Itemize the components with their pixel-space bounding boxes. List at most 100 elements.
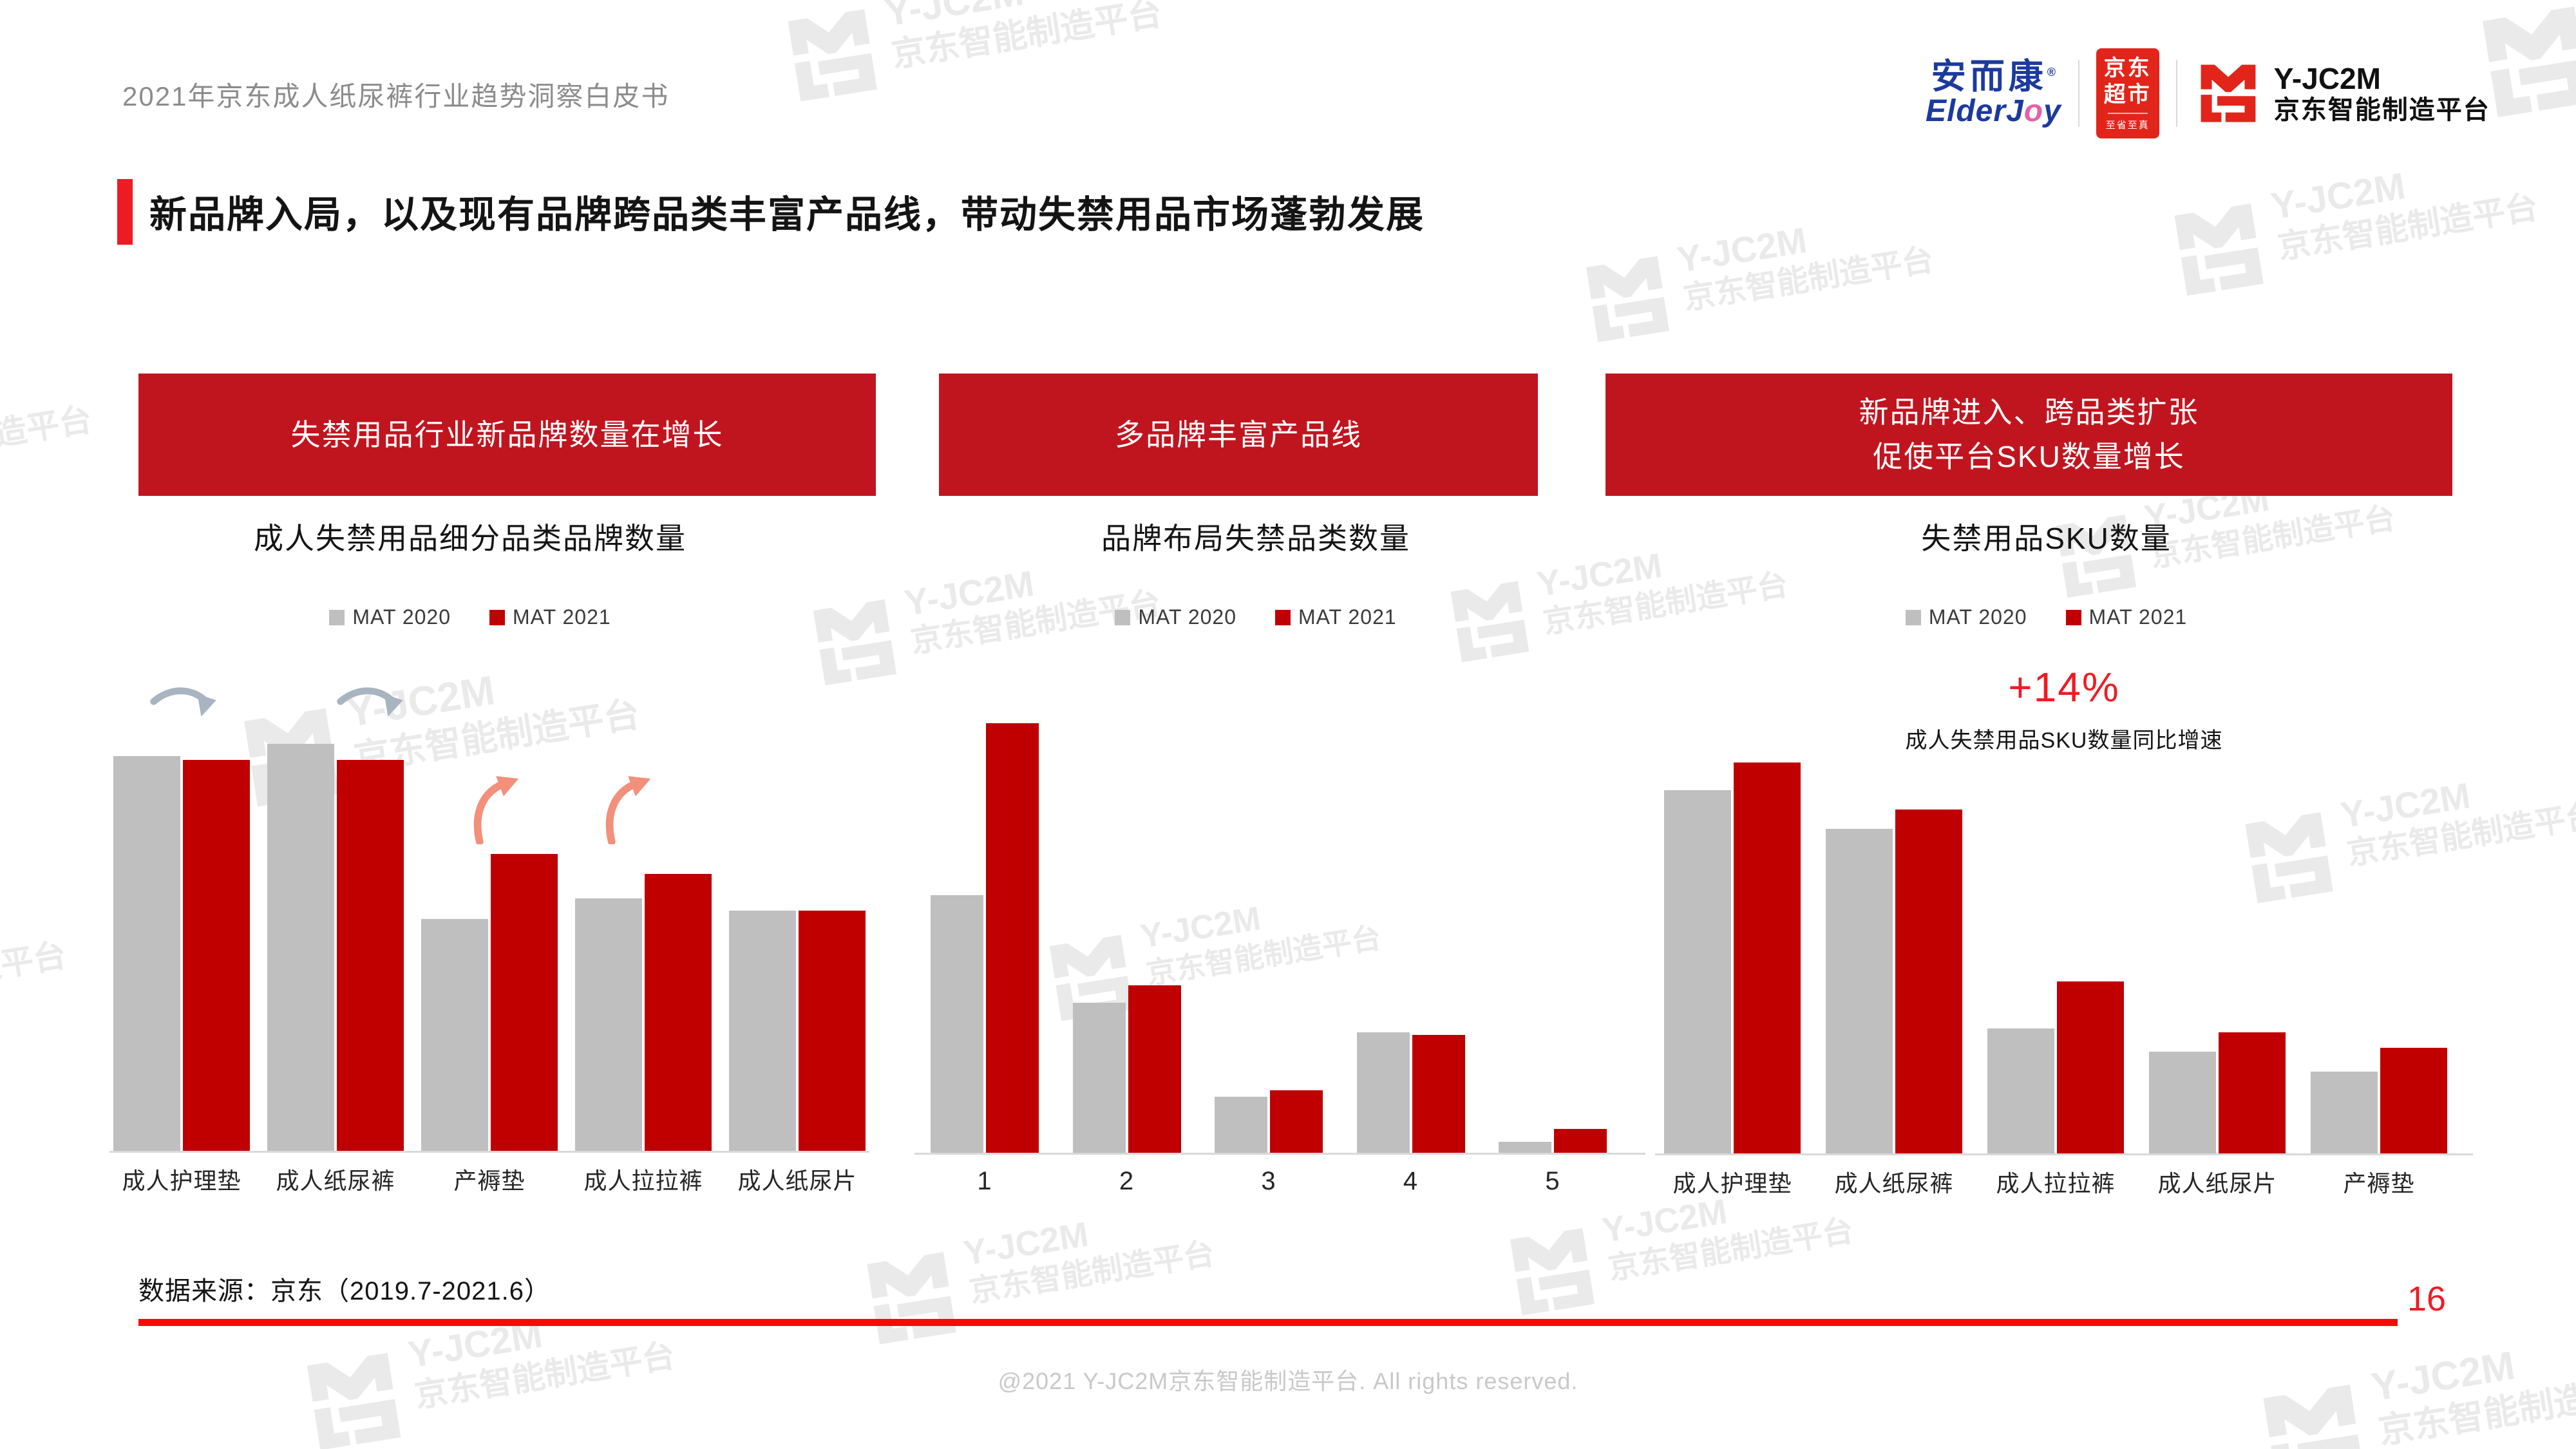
- mat2021-swatch-icon: [1275, 609, 1291, 625]
- banner-line: 促使平台SKU数量增长: [1873, 440, 2185, 473]
- bar-mat2021: [1128, 985, 1181, 1153]
- banner-sku-growth: 新品牌进入、跨品类扩张 促使平台SKU数量增长: [1605, 374, 2452, 496]
- bar-mat2020: [2311, 1071, 2378, 1153]
- bar-group: 5: [1499, 723, 1607, 1195]
- page-number: 16: [2407, 1280, 2447, 1318]
- mat2021-swatch-icon: [489, 609, 505, 625]
- bar-mat2021: [1895, 809, 1962, 1153]
- bar-mat2021: [2057, 981, 2124, 1153]
- bar-mat2021: [1734, 762, 1801, 1153]
- title-accent-bar: [117, 179, 133, 245]
- watermark: Y-JC2M京东智能制造平台: [0, 357, 99, 525]
- bar-mat2020: [1072, 1002, 1126, 1153]
- watermark: Y-JC2M京东智能制造平台: [0, 893, 73, 1061]
- jc2m-name: Y-JC2M: [2273, 61, 2381, 95]
- jd-market-line1: 京东: [2103, 55, 2152, 80]
- data-source-note: 数据来源：京东（2019.7-2021.6）: [138, 1277, 551, 1305]
- bar-mat2020: [1826, 829, 1893, 1153]
- chart1-title: 成人失禁用品细分品类品牌数量: [254, 522, 687, 555]
- sku-count-chart: 成人护理垫 成人纸尿裤 成人拉拉裤 成人纸尿片 产褥垫: [1655, 762, 2473, 1197]
- x-axis-label: 成人纸尿片: [737, 1168, 857, 1194]
- legend-item-mat2021: MAT 2021: [489, 605, 611, 629]
- watermark-line1: Y-JC2M: [960, 1215, 1092, 1273]
- jc2m-logo: Y-JC2M 京东智能制造平台: [2194, 53, 2490, 134]
- chart2-title: 品牌布局失禁品类数量: [1101, 522, 1410, 555]
- x-axis-label: 成人护理垫: [122, 1168, 242, 1194]
- x-axis-label: 成人纸尿裤: [276, 1168, 395, 1194]
- bar-mat2020: [1987, 1028, 2054, 1153]
- bar-mat2021: [799, 911, 866, 1151]
- mat2020-swatch-icon: [1905, 609, 1921, 625]
- x-axis-label: 5: [1545, 1167, 1560, 1195]
- jc2m-mark-icon: [1586, 256, 1670, 343]
- bar-mat2021: [1270, 1090, 1323, 1153]
- watermark-line2: 京东智能制造平台: [0, 401, 95, 478]
- x-axis-label: 4: [1403, 1167, 1419, 1195]
- watermark-line1: Y-JC2M: [1674, 219, 1810, 280]
- bar-group: 成人拉拉裤: [1987, 762, 2124, 1197]
- bar-mat2020: [729, 911, 796, 1151]
- x-axis-label: 产褥垫: [2343, 1170, 2415, 1197]
- bar-mat2020: [1499, 1142, 1551, 1153]
- bar-mat2020: [2149, 1052, 2216, 1153]
- chart3-legend: MAT 2020 MAT 2021: [1655, 605, 2438, 629]
- watermark-line1: Y-JC2M: [2268, 165, 2409, 228]
- x-axis-label: 成人拉拉裤: [1996, 1170, 2116, 1197]
- watermark-line1: Y-JC2M: [0, 893, 63, 977]
- legend-item-mat2020: MAT 2020: [329, 605, 451, 629]
- x-axis-label: 3: [1261, 1167, 1276, 1195]
- jc2m-mark-icon: [788, 9, 877, 102]
- banner-line: 新品牌进入、跨品类扩张: [1859, 395, 2199, 429]
- jd-box-separator: [2107, 113, 2148, 115]
- bar-mat2020: [267, 744, 334, 1151]
- watermark-line2: 京东智能制造平台: [1605, 1213, 1856, 1286]
- x-axis-label: 2: [1119, 1167, 1135, 1195]
- banner-new-brands: 失禁用品行业新品牌数量在增长: [138, 374, 876, 496]
- document-title: 2021年京东成人纸尿裤行业趋势洞察白皮书: [122, 81, 670, 111]
- bar-group: 1: [931, 723, 1039, 1195]
- elderjoy-en-label: ElderJoy: [1926, 94, 2061, 129]
- jd-market-line2: 超市: [2103, 82, 2152, 107]
- category-count-chart: 1 2 3 4 5: [914, 723, 1645, 1195]
- bar-group: 2: [1072, 723, 1181, 1195]
- bar-mat2021: [645, 874, 712, 1151]
- watermark-line2: 京东智能制造平台: [0, 936, 69, 1014]
- sku-growth-label: 成人失禁用品SKU数量同比增速: [1905, 728, 2223, 753]
- legend-item-mat2020: MAT 2020: [1905, 605, 2027, 629]
- jc2m-mark-icon: [2174, 204, 2264, 296]
- bar-group: 成人纸尿裤: [267, 744, 404, 1194]
- chart3-title: 失禁用品SKU数量: [1921, 522, 2172, 555]
- bar-group: 成人拉拉裤: [575, 744, 712, 1194]
- banner-multi-brand: 多品牌丰富产品线: [939, 374, 1538, 496]
- watermark-line2: 京东智能制造平台: [889, 0, 1165, 75]
- banner-line: 多品牌丰富产品线: [1115, 417, 1362, 451]
- bar-mat2021: [491, 853, 558, 1151]
- brand-count-chart: 成人护理垫 成人纸尿裤 产褥垫 成人拉拉裤 成人纸尿片: [109, 744, 869, 1194]
- legend-item-mat2021: MAT 2021: [2065, 605, 2188, 629]
- bar-group: 成人护理垫: [1664, 762, 1801, 1197]
- bar-mat2021: [1412, 1034, 1465, 1153]
- chart2-legend: MAT 2020 MAT 2021: [914, 605, 1597, 629]
- jd-market-slogan: 至省至真: [2105, 120, 2150, 131]
- bar-group: 3: [1215, 723, 1323, 1195]
- bar-group: 4: [1356, 723, 1465, 1195]
- bar-mat2020: [575, 898, 642, 1151]
- bar-mat2021: [1554, 1129, 1607, 1153]
- bar-mat2021: [2219, 1032, 2286, 1153]
- mat2021-swatch-icon: [2065, 609, 2081, 625]
- x-axis-label: 成人纸尿片: [2157, 1170, 2277, 1197]
- watermark-line2: 京东智能制造平台: [1540, 567, 1791, 640]
- bar-group: 成人护理垫: [113, 744, 250, 1194]
- jc2m-cn-name: 京东智能制造平台: [2273, 96, 2490, 125]
- legend-item-mat2020: MAT 2020: [1115, 605, 1236, 629]
- bar-mat2020: [1664, 790, 1731, 1153]
- chart1-legend: MAT 2020 MAT 2021: [109, 605, 831, 629]
- logo-divider: [2078, 60, 2079, 127]
- elderjoy-cn-label: 安而康®: [1931, 57, 2056, 97]
- mat2020-swatch-icon: [1115, 609, 1131, 625]
- bar-mat2021: [986, 723, 1039, 1153]
- copyright-notice: @2021 Y-JC2M京东智能制造平台. All rights reserve…: [998, 1368, 1578, 1394]
- watermark-line2: 京东智能制造平台: [967, 1236, 1217, 1309]
